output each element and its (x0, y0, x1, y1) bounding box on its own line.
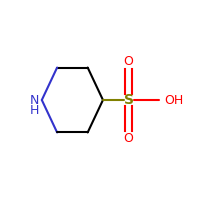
Text: N: N (29, 94, 39, 106)
Text: OH: OH (164, 94, 183, 106)
Text: S: S (124, 93, 134, 107)
Text: O: O (124, 132, 134, 145)
Text: O: O (124, 55, 134, 68)
Text: H: H (29, 104, 39, 117)
